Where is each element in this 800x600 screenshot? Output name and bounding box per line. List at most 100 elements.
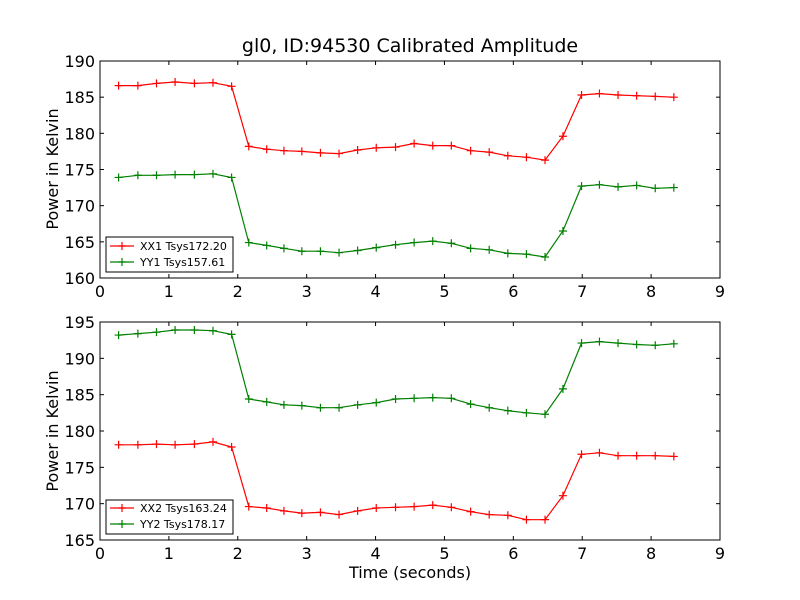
bottom-series-2-point — [297, 401, 306, 410]
top-x-tick-label: 8 — [646, 282, 656, 301]
top-x-tick-label: 3 — [302, 282, 312, 301]
bottom-y-tick-label: 180 — [64, 422, 95, 441]
top-series-2-point — [227, 173, 236, 182]
top-series-1-point — [279, 146, 288, 155]
bottom-series-1-point — [171, 440, 180, 449]
top-series-1-point — [466, 146, 475, 155]
bottom-series-2-point — [133, 329, 142, 338]
bottom-series-2-point — [335, 403, 344, 412]
top-series-2-point — [262, 241, 271, 250]
top-series-1-point — [447, 141, 456, 150]
top-series-1-point — [485, 148, 494, 157]
bottom-x-tick-label: 6 — [508, 544, 518, 563]
bottom-series-2-point — [190, 325, 199, 334]
bottom-x-tick-label: 3 — [302, 544, 312, 563]
bottom-series-1-point — [316, 508, 325, 517]
bottom-series-1-point — [595, 448, 604, 457]
bottom-series-1-point — [558, 491, 567, 500]
top-series-2-point — [669, 183, 678, 192]
top-series-2-point — [485, 245, 494, 254]
top-series-1-point — [577, 90, 586, 99]
bottom-series-2-point — [244, 395, 253, 404]
bottom-series-1-point — [428, 501, 437, 510]
top-series-1-point — [651, 92, 660, 101]
bottom-legend-marker-xx2 — [118, 504, 126, 512]
bottom-x-tick-label: 5 — [439, 544, 449, 563]
bottom-legend-box — [105, 499, 234, 535]
bottom-series-1-point — [632, 451, 641, 460]
bottom-series-1-point — [279, 506, 288, 515]
top-series-1-point — [595, 89, 604, 98]
bottom-y-tick-label: 190 — [64, 349, 95, 368]
bottom-series-1-point — [190, 440, 199, 449]
bottom-series-2-point — [447, 394, 456, 403]
bottom-series-2-point — [558, 384, 567, 393]
bottom-series-2-point — [669, 339, 678, 348]
top-series-1-point — [428, 141, 437, 150]
bottom-series-1-point — [503, 511, 512, 520]
bottom-series-2-point — [152, 328, 161, 337]
top-x-tick-label: 1 — [164, 282, 174, 301]
bottom-series-1-point — [244, 502, 253, 511]
top-series-2-point — [391, 240, 400, 249]
bottom-legend: XX2 Tsys163.24 YY2 Tsys178.17 — [105, 499, 234, 535]
bottom-series-2-point — [577, 339, 586, 348]
top-series-2-point — [503, 249, 512, 258]
bottom-series-2-point — [171, 325, 180, 334]
bottom-series-2-point — [632, 340, 641, 349]
top-series-1-point — [522, 153, 531, 162]
top-series-1-point — [297, 147, 306, 156]
bottom-x-tick-label: 7 — [577, 544, 587, 563]
top-series-2-point — [558, 226, 567, 235]
bottom-x-tick-label: 8 — [646, 544, 656, 563]
top-series-2-point — [316, 247, 325, 256]
top-legend: XX1 Tsys172.20 YY1 Tsys157.61 — [105, 236, 234, 273]
top-series-1-point — [227, 82, 236, 91]
top-series-2-point — [171, 170, 180, 179]
bottom-series-1-point — [152, 440, 161, 449]
bottom-y-tick-label: 195 — [64, 313, 95, 332]
top-legend-marker-yy1 — [118, 258, 126, 266]
top-series-2-point — [353, 246, 362, 255]
bottom-series-1-point — [133, 440, 142, 449]
top-series-1-point — [541, 156, 550, 165]
top-series-1-point — [353, 145, 362, 154]
top-series-2-point — [335, 248, 344, 257]
bottom-x-tick-label: 4 — [370, 544, 380, 563]
bottom-series-1-point — [391, 503, 400, 512]
top-series-2-point — [428, 237, 437, 246]
top-y-tick-label: 190 — [64, 52, 95, 71]
bottom-series-2-point — [279, 400, 288, 409]
top-y-tick-label: 175 — [64, 161, 95, 180]
bottom-y-tick-label: 185 — [64, 386, 95, 405]
bottom-legend-label-xx2: XX2 Tsys163.24 — [140, 502, 227, 515]
bottom-y-axis-label: Power in Kelvin — [43, 370, 62, 491]
bottom-series-2-point — [410, 394, 419, 403]
bottom-y-tick-label: 165 — [64, 531, 95, 550]
bottom-series-1-point — [522, 515, 531, 524]
top-series-1-point — [335, 149, 344, 158]
top-legend-box — [105, 236, 234, 273]
bottom-series-2-point — [466, 400, 475, 409]
bottom-series-1-point — [297, 509, 306, 518]
bottom-series-2-point — [208, 326, 217, 335]
bottom-series-1-point — [353, 506, 362, 515]
bottom-series-1-point — [577, 450, 586, 459]
top-x-tick-label: 2 — [233, 282, 243, 301]
top-series-2-point — [208, 169, 217, 178]
top-x-tick-label: 7 — [577, 282, 587, 301]
bottom-series-2-point — [522, 408, 531, 417]
bottom-legend-marker-yy2 — [118, 520, 126, 528]
bottom-legend-label-yy2: YY2 Tsys178.17 — [139, 518, 225, 531]
top-y-axis-label: Power in Kelvin — [43, 108, 62, 229]
bottom-series-2-point — [372, 398, 381, 407]
top-series-1-point — [614, 90, 623, 99]
top-series-2-point — [466, 244, 475, 253]
top-legend-label-xx1: XX1 Tsys172.20 — [140, 240, 227, 253]
bottom-series-2-point — [353, 400, 362, 409]
bottom-y-tick-label: 175 — [64, 458, 95, 477]
bottom-series-1-point — [651, 451, 660, 460]
top-x-tick-label: 4 — [370, 282, 380, 301]
bottom-series-1-point — [485, 510, 494, 519]
bottom-series-1-point — [227, 442, 236, 451]
